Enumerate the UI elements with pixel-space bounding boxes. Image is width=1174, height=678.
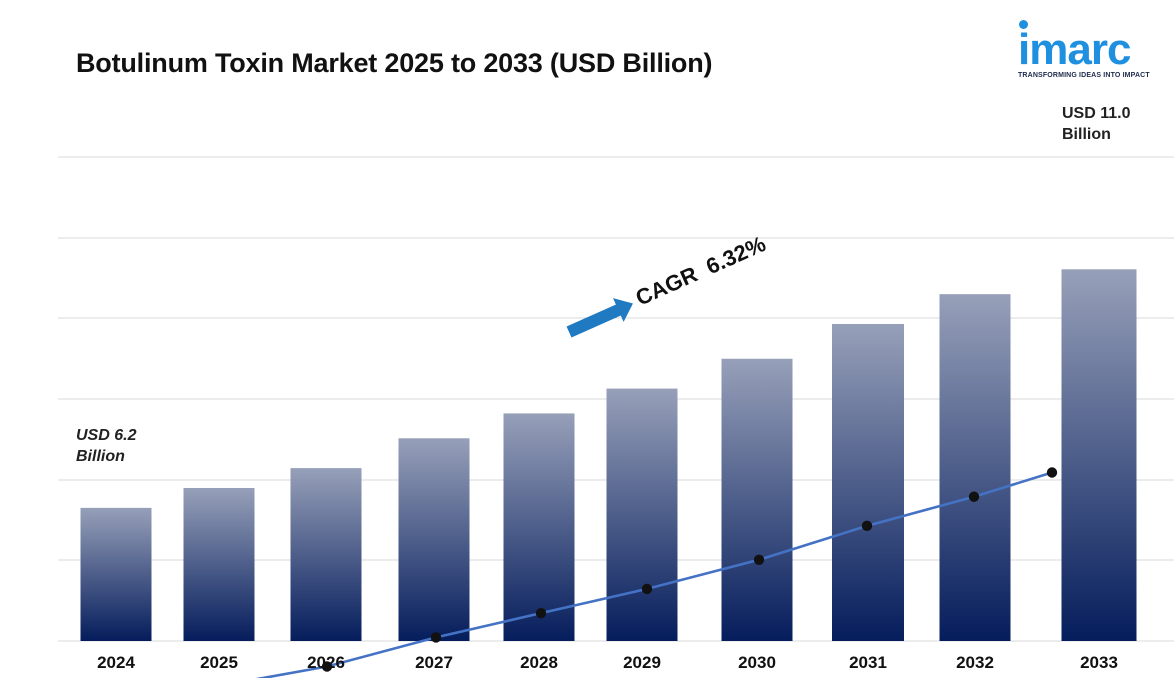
cagr-arrow-shaft	[566, 303, 623, 338]
trend-point-2032	[968, 491, 980, 502]
bar-2031	[832, 323, 904, 641]
chart-title: Botulinum Toxin Market 2025 to 2033 (USD…	[76, 48, 713, 78]
bar-2033	[1061, 269, 1137, 641]
trend-point-2028	[535, 607, 547, 619]
imarc-logo: imarc TRANSFORMING IDEAS INTO IMPACT	[1012, 18, 1168, 82]
trend-point-2027	[430, 632, 442, 643]
bar-2030	[721, 358, 793, 641]
x-tick-2026: 2026	[307, 653, 345, 672]
logo-dot-icon	[1019, 20, 1028, 29]
start-value-label: USD 6.2	[76, 427, 137, 444]
bars	[80, 269, 1137, 641]
bar-2026	[290, 468, 362, 641]
x-tick-2031: 2031	[849, 653, 887, 672]
start-value-label: Billion	[76, 448, 125, 465]
cagr-arrow-head	[613, 298, 633, 322]
bar-2032	[939, 294, 1011, 641]
x-tick-2025: 2025	[200, 653, 238, 672]
cagr-arrow-icon	[566, 298, 633, 338]
cagr-label: CAGR 6.32%	[632, 231, 770, 311]
bar-2025	[183, 487, 255, 641]
x-axis-labels: 2024 2025 2026 2027 2028 2029 2030 2031 2032 2033	[97, 653, 1118, 672]
trend-point-2029	[641, 583, 653, 595]
trend-point-2026	[321, 661, 333, 672]
bar-2028	[503, 413, 575, 641]
bar-2027	[398, 438, 470, 641]
trend-point-2031	[861, 520, 873, 532]
trend-line	[255, 467, 1058, 678]
trend-polyline	[255, 471, 1053, 678]
bar-2029	[606, 388, 678, 641]
trend-point-2033	[1046, 467, 1058, 478]
end-value-label: Billion	[1062, 126, 1111, 143]
x-tick-2029: 2029	[623, 653, 661, 672]
x-tick-2030: 2030	[738, 653, 776, 672]
x-tick-2028: 2028	[520, 653, 558, 672]
x-tick-2024: 2024	[97, 653, 135, 672]
logo-wordmark: imarc	[1018, 25, 1131, 74]
logo-tagline: TRANSFORMING IDEAS INTO IMPACT	[1018, 72, 1150, 79]
trend-point-2030	[753, 554, 765, 565]
end-value-label: USD 11.0	[1062, 105, 1131, 122]
x-tick-2032: 2032	[956, 653, 994, 672]
x-tick-2027: 2027	[415, 653, 453, 672]
x-tick-2033: 2033	[1080, 653, 1118, 672]
bar-2024	[80, 507, 152, 641]
